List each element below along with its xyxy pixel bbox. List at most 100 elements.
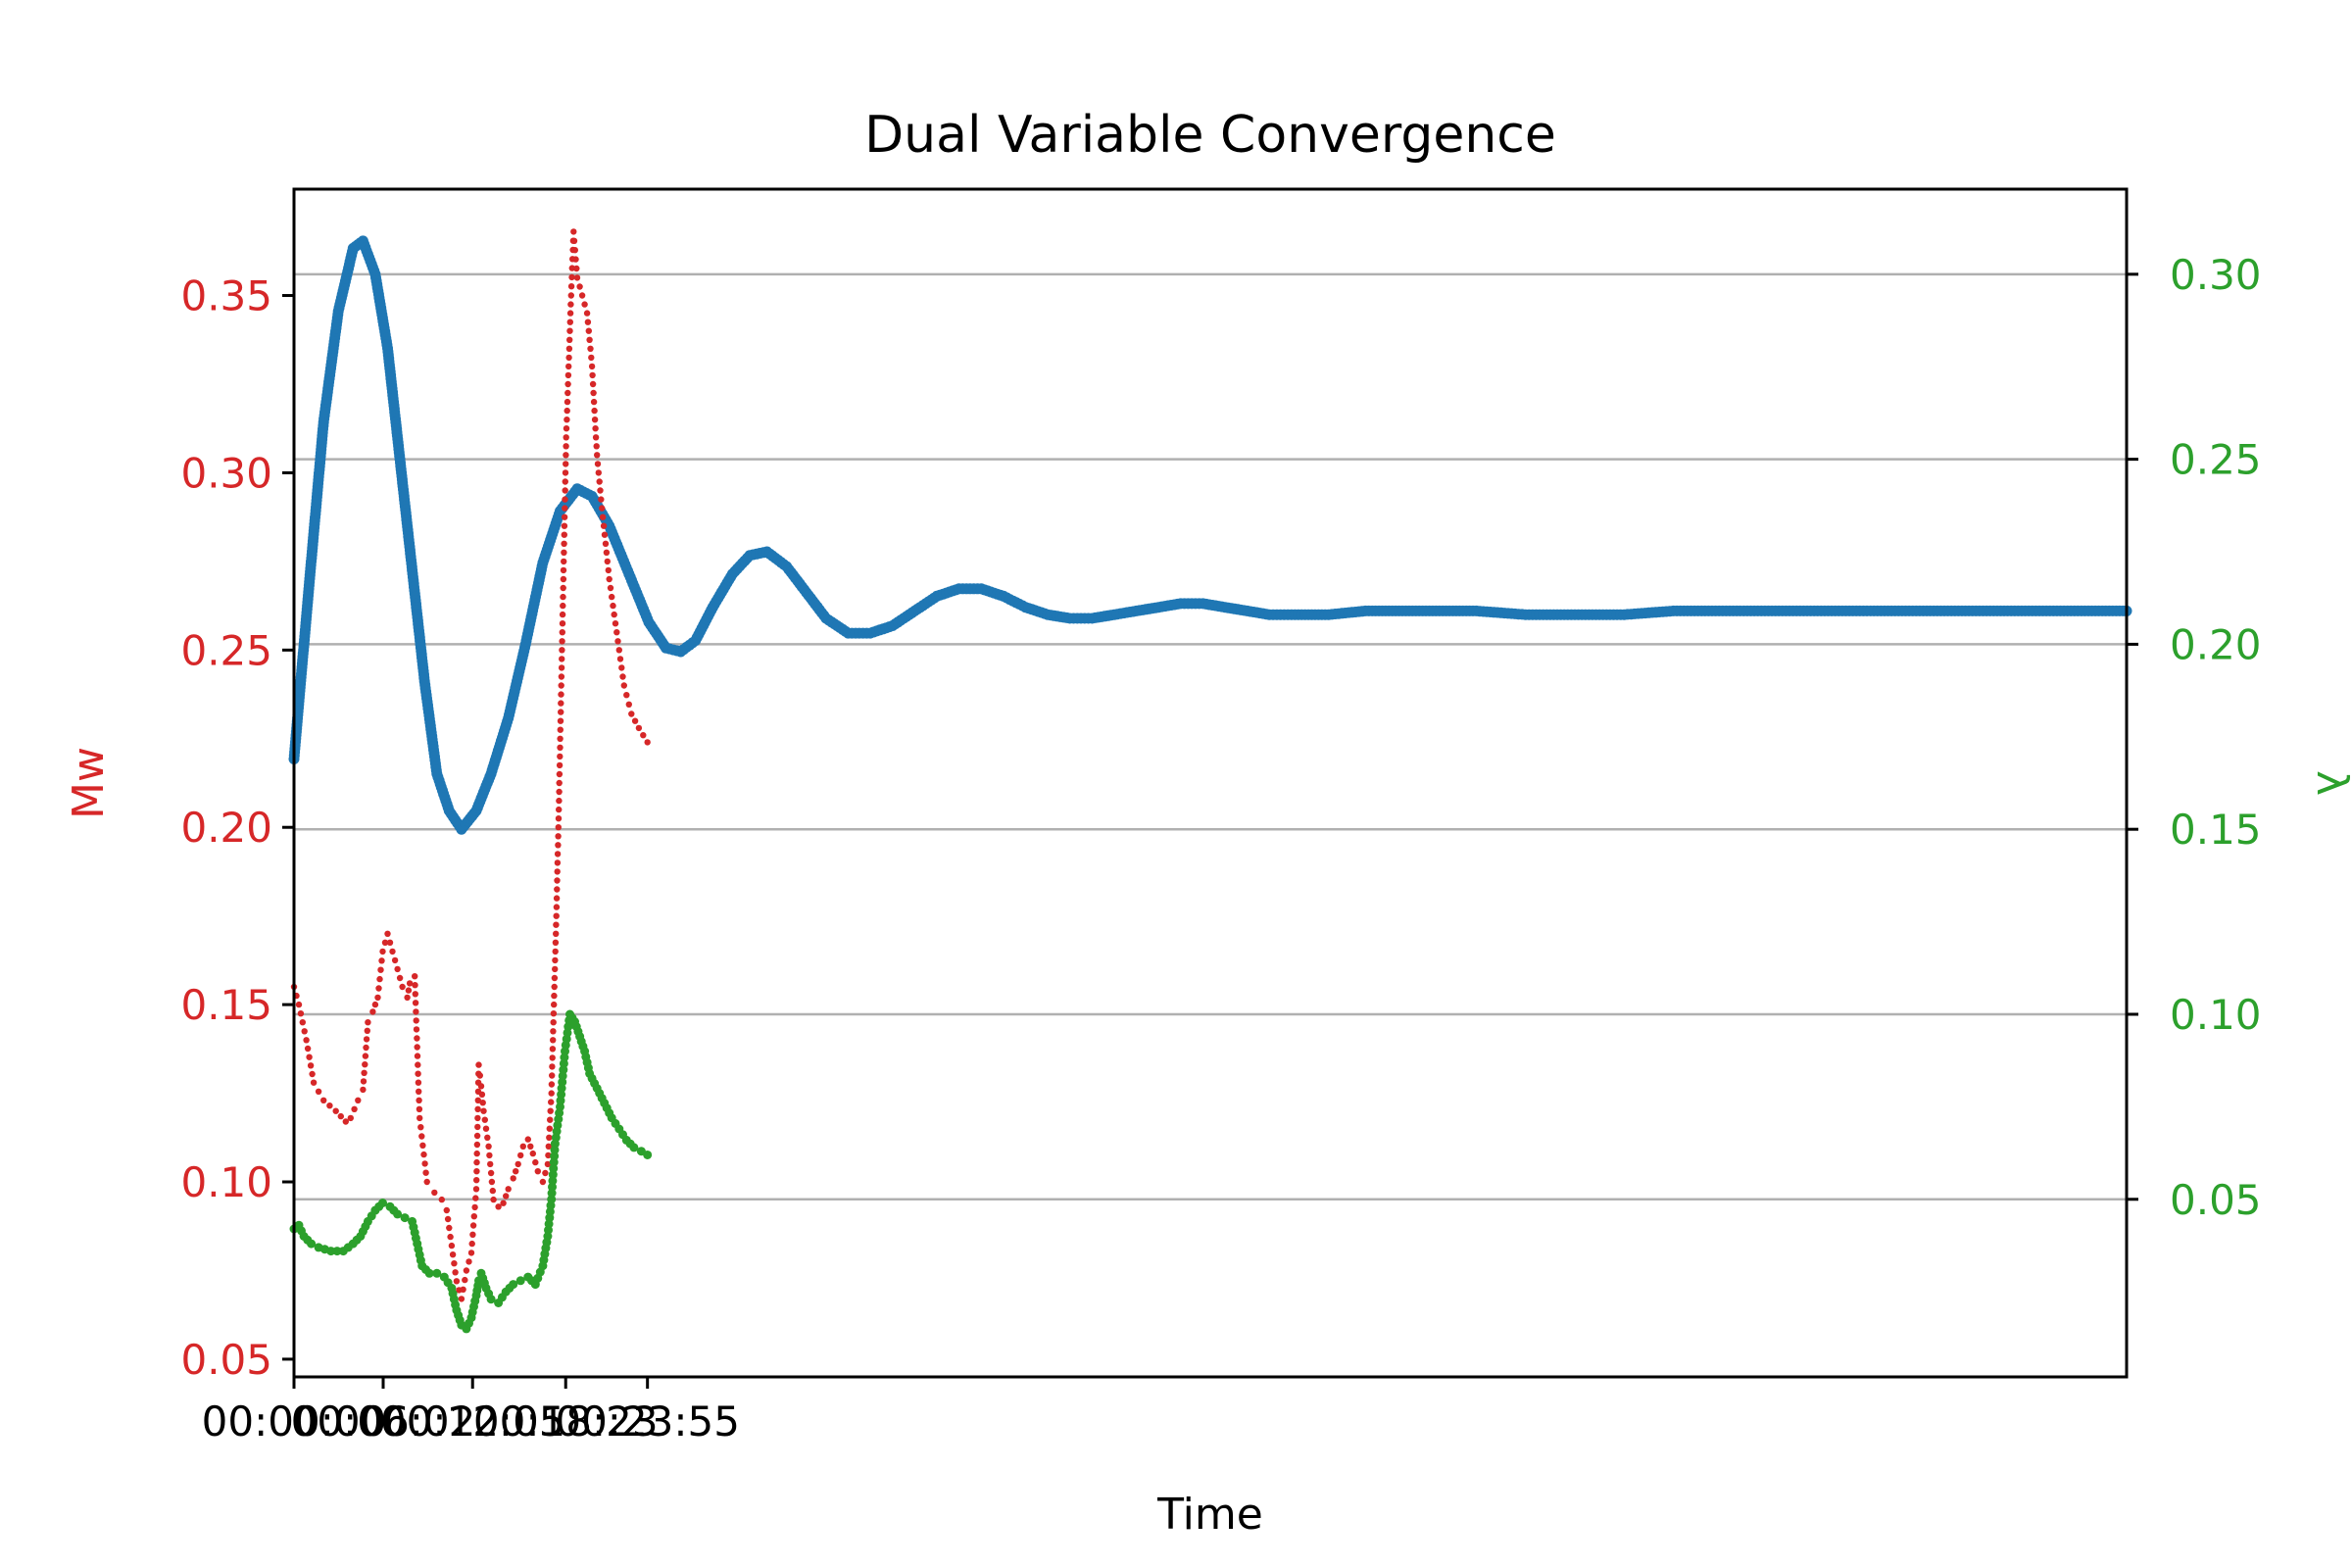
data-point (607, 584, 614, 592)
data-point (362, 1061, 368, 1068)
data-point (423, 1178, 430, 1186)
data-point (369, 1008, 376, 1015)
data-point (453, 1278, 461, 1285)
data-point (360, 1078, 368, 1085)
data-point (468, 1240, 475, 1248)
data-point (405, 987, 413, 994)
data-point (555, 842, 562, 849)
data-point (424, 1268, 434, 1278)
data-point (545, 1143, 552, 1151)
data-point (561, 549, 567, 556)
data-point (443, 1206, 450, 1214)
data-point (446, 1224, 453, 1232)
data-point (386, 939, 394, 946)
data-point (384, 930, 391, 937)
data-point (583, 310, 591, 317)
data-point (573, 265, 580, 272)
data-point (555, 824, 562, 831)
data-point (449, 1251, 457, 1258)
data-point (552, 939, 560, 946)
data-point (301, 1028, 308, 1035)
data-point (567, 283, 575, 290)
data-point (332, 1107, 339, 1114)
data-point (377, 966, 384, 973)
data-point (620, 682, 627, 689)
data-point (644, 739, 651, 746)
data-point (549, 1046, 557, 1053)
data-point (590, 398, 598, 406)
data-point (306, 1054, 313, 1060)
data-point (412, 991, 418, 998)
data-point (631, 717, 639, 724)
x-tick-label-1: 00:06:02 (291, 1397, 476, 1446)
data-point (462, 1276, 468, 1284)
right-tick-label-1: 0.10 (2170, 991, 2262, 1039)
data-point (332, 1247, 342, 1256)
data-point (487, 1169, 495, 1177)
data-point (556, 788, 563, 796)
left-y-axis: 0.05 0.10 0.15 0.20 0.25 0.30 0.35 (180, 272, 294, 1384)
data-point (484, 1134, 491, 1142)
data-point (568, 273, 575, 281)
data-point (594, 461, 602, 467)
data-point (554, 851, 562, 858)
data-point (413, 1026, 420, 1033)
data-point (562, 487, 568, 494)
data-point (609, 593, 615, 601)
data-point (605, 566, 612, 574)
data-point (566, 336, 573, 343)
data-point (517, 1152, 524, 1159)
data-point (486, 1152, 493, 1159)
data-point (431, 1189, 438, 1197)
data-point (297, 1010, 305, 1017)
data-point (578, 292, 586, 299)
data-point (489, 1187, 496, 1195)
data-point (447, 1233, 454, 1241)
data-point (553, 912, 560, 919)
data-point (519, 1143, 526, 1151)
data-point (544, 1160, 552, 1168)
data-point (299, 1019, 306, 1026)
data-point (566, 327, 573, 334)
data-point (554, 859, 562, 866)
data-point (564, 398, 571, 406)
data-point (304, 1045, 312, 1053)
data-point (612, 620, 619, 627)
data-point (414, 1053, 421, 1059)
data-point (594, 452, 601, 459)
data-point (562, 505, 568, 512)
data-point (585, 327, 592, 334)
data-point (487, 1160, 494, 1168)
left-tick-label-5: 0.30 (180, 449, 272, 497)
data-point (347, 1114, 354, 1122)
data-point (448, 1242, 456, 1250)
data-point (542, 1169, 549, 1177)
data-point (611, 611, 617, 618)
data-point (529, 1150, 536, 1157)
data-point (500, 1200, 507, 1206)
data-point (463, 1267, 470, 1274)
data-point (513, 1168, 519, 1175)
data-point (618, 664, 625, 671)
data-point (532, 1158, 539, 1166)
data-point (416, 1097, 422, 1104)
data-point (417, 1124, 424, 1131)
data-point (600, 522, 608, 529)
data-point (565, 363, 572, 370)
data-point (474, 1123, 481, 1131)
data-point (640, 732, 647, 739)
data-point (564, 389, 571, 397)
data-point (490, 1196, 497, 1203)
data-point (560, 584, 566, 592)
data-point (547, 1116, 554, 1123)
data-point (474, 1105, 481, 1113)
data-point (473, 1132, 481, 1140)
data-point (473, 1150, 480, 1157)
data-point (548, 1081, 556, 1088)
data-point (561, 531, 567, 538)
data-point (593, 443, 600, 450)
data-point (554, 886, 561, 893)
data-point (586, 336, 593, 343)
data-point (547, 1107, 554, 1114)
data-point (551, 992, 558, 1000)
